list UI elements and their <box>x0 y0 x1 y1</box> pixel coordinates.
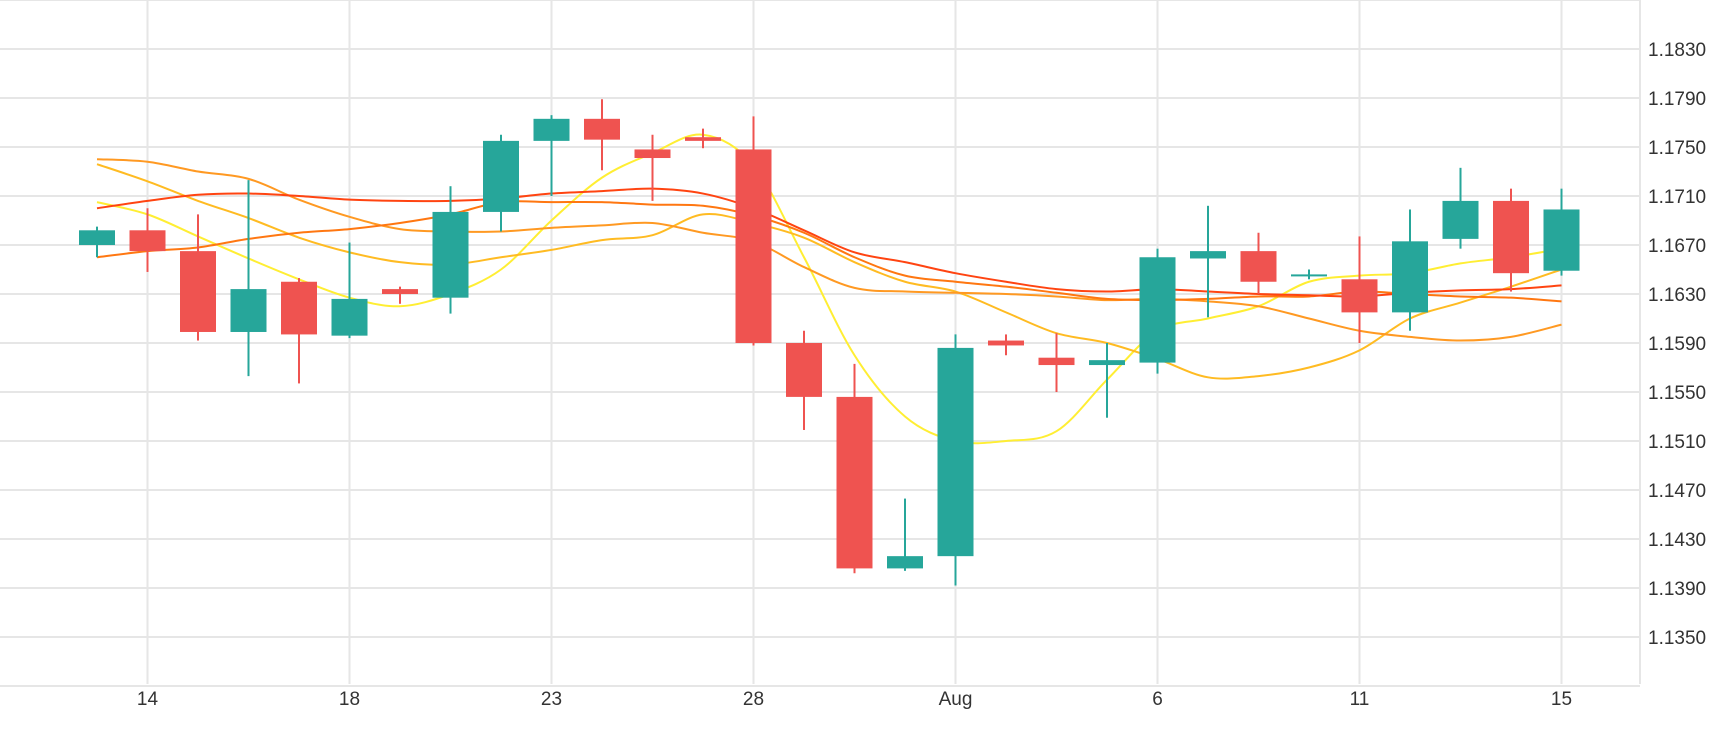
candle-body <box>786 343 822 397</box>
candle-body <box>432 211 469 298</box>
candle <box>836 363 873 574</box>
x-axis-ticks: 14 18 23 28 Aug 6 11 15 <box>137 689 1572 710</box>
candle <box>634 134 671 201</box>
candle-body <box>988 340 1024 346</box>
candle <box>786 330 822 430</box>
candle-body <box>937 347 974 557</box>
y-axis-ticks: 1.1830 1.1790 1.1750 1.1710 1.1670 1.1630 1.15… <box>1648 40 1706 649</box>
candle <box>230 180 267 377</box>
moving-average-line <box>96 187 1562 298</box>
candle-body <box>1543 209 1580 271</box>
y-tick-label: 1.1790 <box>1648 89 1706 110</box>
x-tick-label: 15 <box>1551 689 1572 710</box>
candle <box>988 334 1024 356</box>
candle-body <box>1089 360 1125 366</box>
candle <box>1291 269 1327 280</box>
candle <box>887 498 923 571</box>
candle-body <box>483 140 519 212</box>
y-tick-label: 1.1830 <box>1648 40 1706 61</box>
x-tick-label: 18 <box>339 689 360 710</box>
candle <box>1139 248 1176 374</box>
candle-body <box>836 396 873 569</box>
y-tick-label: 1.1550 <box>1648 383 1706 404</box>
candle-body <box>1139 257 1176 363</box>
candle-body <box>1442 200 1479 239</box>
y-tick-label: 1.1710 <box>1648 187 1706 208</box>
candle-body <box>887 556 923 569</box>
x-tick-label: 6 <box>1152 689 1163 710</box>
candle-body <box>1341 279 1378 313</box>
candle-body <box>1392 241 1428 313</box>
moving-average-line <box>96 158 1562 342</box>
candle <box>1038 333 1075 392</box>
candle <box>685 128 721 149</box>
candle-body <box>1038 357 1075 366</box>
y-tick-label: 1.1390 <box>1648 579 1706 600</box>
y-tick-label: 1.1670 <box>1648 236 1706 257</box>
y-tick-label: 1.1590 <box>1648 334 1706 355</box>
candle <box>1190 205 1226 318</box>
gridlines <box>0 0 1641 687</box>
candle-body <box>1240 251 1277 282</box>
y-tick-label: 1.1430 <box>1648 530 1706 551</box>
candle <box>735 116 772 346</box>
candle-body <box>1493 200 1529 274</box>
candle <box>937 334 974 586</box>
candle <box>584 99 620 171</box>
y-tick-label: 1.1350 <box>1648 628 1706 649</box>
x-tick-label: 23 <box>541 689 562 710</box>
candle <box>1392 209 1428 331</box>
candle <box>1442 167 1479 249</box>
candle-body <box>735 149 772 343</box>
x-tick-label: Aug <box>939 689 973 710</box>
x-tick-label: 11 <box>1350 689 1370 710</box>
candle <box>1341 236 1378 343</box>
x-tick-label: 28 <box>743 689 764 710</box>
y-tick-label: 1.1470 <box>1648 481 1706 502</box>
candle <box>281 278 317 384</box>
candle-body <box>331 298 368 336</box>
candle <box>533 115 570 196</box>
candle-body <box>1190 251 1226 259</box>
y-tick-label: 1.1630 <box>1648 285 1706 306</box>
candle <box>483 134 519 232</box>
x-tick-label: 14 <box>137 689 159 710</box>
candle <box>180 214 216 341</box>
y-tick-label: 1.1750 <box>1648 138 1706 159</box>
candle <box>1543 188 1580 276</box>
candle-body <box>79 230 115 245</box>
candle <box>382 286 418 304</box>
candle-body <box>634 149 671 159</box>
candle <box>331 242 368 339</box>
candle-body <box>281 281 317 335</box>
moving-average-line <box>96 163 1562 380</box>
candle <box>1089 343 1125 418</box>
candle <box>129 208 166 272</box>
candle <box>79 226 115 258</box>
candle-body <box>230 289 267 332</box>
candle-body <box>129 230 166 252</box>
candle-body <box>1291 274 1327 277</box>
candle <box>432 186 469 314</box>
candle-body <box>533 118 570 141</box>
candles <box>79 99 1580 586</box>
candle-body <box>180 251 216 332</box>
candle <box>1493 188 1529 292</box>
candle-body <box>382 289 418 294</box>
candle-body <box>685 137 721 141</box>
candle <box>1240 232 1277 294</box>
candle-body <box>584 118 620 140</box>
y-tick-label: 1.1510 <box>1648 432 1706 453</box>
